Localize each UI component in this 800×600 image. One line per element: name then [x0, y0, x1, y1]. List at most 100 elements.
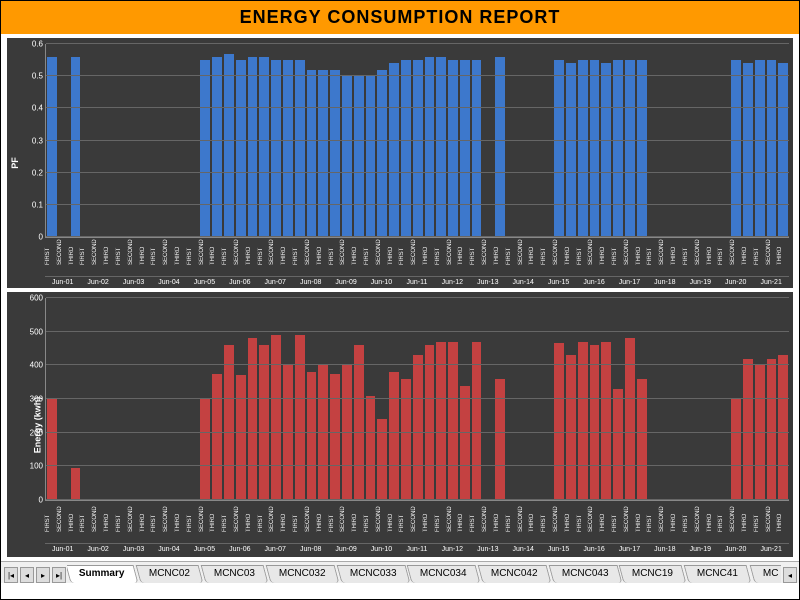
bar: [295, 60, 305, 237]
shift-label: FIRST: [329, 501, 341, 533]
shift-label: THIRD: [140, 238, 152, 266]
bar: [354, 76, 364, 237]
bar: [224, 345, 234, 500]
bar: [425, 345, 435, 500]
shift-label: THIRD: [210, 238, 222, 266]
shift-label: SECOND: [269, 238, 281, 266]
shift-label: SECOND: [128, 238, 140, 266]
shift-label: FIRST: [647, 501, 659, 533]
bar: [755, 60, 765, 237]
tab-nav-prev[interactable]: ◂: [20, 567, 34, 583]
sheet-tab-label: MCNC03: [214, 568, 255, 579]
date-label: Jun-11: [399, 543, 434, 553]
bar: [295, 335, 305, 500]
shift-label: THIRD: [600, 238, 612, 266]
shift-label: SECOND: [199, 501, 211, 533]
report-title: ENERGY CONSUMPTION REPORT: [1, 1, 799, 34]
gridline: [46, 398, 789, 399]
gridline: [46, 432, 789, 433]
shift-label: SECOND: [411, 501, 423, 533]
bar: [259, 345, 269, 500]
bar: [389, 63, 399, 237]
sheet-tab[interactable]: MCNC03: [200, 565, 268, 583]
shift-label: SECOND: [447, 501, 459, 533]
date-label: Jun-12: [435, 543, 470, 553]
shift-label: FIRST: [541, 238, 553, 266]
bar: [354, 345, 364, 500]
bar: [366, 76, 376, 237]
date-label: Jun-05: [187, 543, 222, 553]
shift-label: SECOND: [199, 238, 211, 266]
sheet-tab[interactable]: MCNC41: [684, 565, 752, 583]
tab-nav-first[interactable]: |◂: [4, 567, 18, 583]
shift-label: SECOND: [730, 501, 742, 533]
shift-label: FIRST: [506, 501, 518, 533]
tab-scroll-left-icon[interactable]: ◂: [783, 567, 797, 583]
shift-label: SECOND: [411, 238, 423, 266]
shift-label: SECOND: [305, 238, 317, 266]
sheet-tab-label: MCNC043: [561, 568, 608, 579]
sheet-tab[interactable]: MCNC034: [407, 565, 481, 583]
bar: [566, 63, 576, 237]
shift-label: FIRST: [45, 238, 57, 266]
sheet-tab[interactable]: MCNC043: [548, 565, 622, 583]
date-label: Jun-08: [293, 276, 328, 286]
bar: [613, 389, 623, 500]
bar: [318, 365, 328, 500]
y-tick-label: 200: [30, 428, 46, 437]
energy-y-axis-label: Energy (kwh): [32, 396, 42, 453]
date-label: Jun-15: [541, 276, 576, 286]
gridline: [46, 236, 789, 237]
shift-label: FIRST: [116, 501, 128, 533]
bar: [224, 54, 234, 237]
shift-label: THIRD: [104, 238, 116, 266]
date-label: Jun-19: [683, 276, 718, 286]
shift-label: FIRST: [222, 501, 234, 533]
bar: [283, 365, 293, 500]
shift-label: THIRD: [494, 238, 506, 266]
shift-label: SECOND: [695, 501, 707, 533]
shift-label: FIRST: [683, 238, 695, 266]
pf-plot-area: 00.10.20.30.40.50.6: [45, 44, 789, 238]
sheet-tab[interactable]: MCNC042: [477, 565, 551, 583]
sheet-tab[interactable]: MCNC033: [336, 565, 410, 583]
shift-label: FIRST: [364, 501, 376, 533]
gridline: [46, 75, 789, 76]
bar: [212, 374, 222, 500]
shift-label: THIRD: [69, 238, 81, 266]
sheet-tab[interactable]: MCNC032: [265, 565, 339, 583]
bar: [637, 379, 647, 500]
shift-label: SECOND: [588, 238, 600, 266]
shift-label: FIRST: [258, 238, 270, 266]
bar: [436, 342, 446, 500]
tab-nav-last[interactable]: ▸|: [52, 567, 66, 583]
sheet-tab-label: MCNC032: [279, 568, 326, 579]
shift-label: SECOND: [553, 238, 565, 266]
sheet-tab[interactable]: MC: [749, 565, 781, 583]
sheet-tab[interactable]: MCNC02: [135, 565, 203, 583]
date-label: Jun-04: [151, 276, 186, 286]
date-label: Jun-06: [222, 276, 257, 286]
shift-label: FIRST: [541, 501, 553, 533]
shift-label: FIRST: [435, 238, 447, 266]
energy-date-labels: Jun-01Jun-02Jun-03Jun-04Jun-05Jun-06Jun-…: [45, 543, 789, 553]
sheet-tab[interactable]: Summary: [67, 565, 138, 583]
sheet-tabs-bar: |◂ ◂ ▸ ▸| SummaryMCNC02 MCNC03 MCNC032 MCNC…: [1, 561, 799, 583]
energy-plot-area: 0100200300400500600: [45, 298, 789, 501]
shift-label: THIRD: [494, 501, 506, 533]
date-label: Jun-10: [364, 543, 399, 553]
energy-chart-panel: Energy (kwh) 0100200300400500600 FIRST SE…: [7, 292, 793, 557]
tab-nav-next[interactable]: ▸: [36, 567, 50, 583]
shift-label: FIRST: [577, 238, 589, 266]
bar: [248, 338, 258, 500]
bar: [401, 60, 411, 237]
date-label: Jun-04: [151, 543, 186, 553]
shift-label: SECOND: [695, 238, 707, 266]
shift-label: SECOND: [234, 238, 246, 266]
bar: [366, 396, 376, 500]
bar: [472, 60, 482, 237]
date-label: Jun-06: [222, 543, 257, 553]
bar: [590, 60, 600, 237]
bar: [401, 379, 411, 500]
sheet-tab[interactable]: MCNC19: [619, 565, 687, 583]
